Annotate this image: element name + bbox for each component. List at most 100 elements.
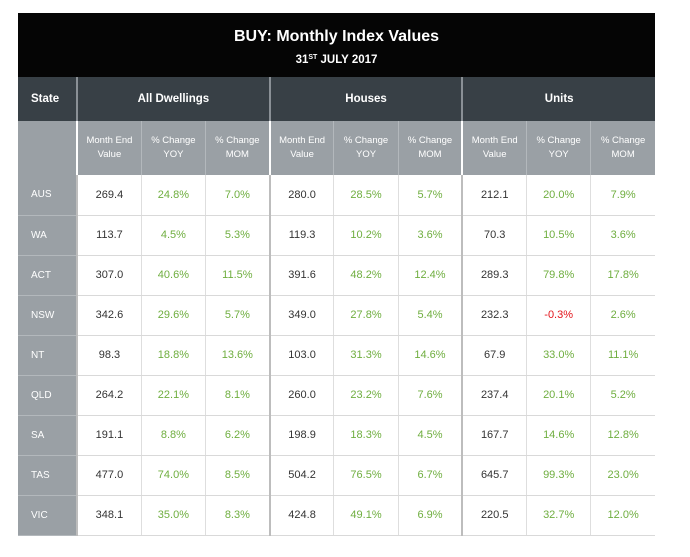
all-dwellings-value-cell: 191.1	[76, 415, 142, 456]
units-mom-cell: 11.1%	[590, 335, 655, 376]
units-yoy-cell: 32.7%	[526, 495, 591, 536]
houses-yoy-cell: 76.5%	[333, 455, 399, 496]
sub-header-change-yoy: % Change YOY	[333, 121, 399, 175]
state-cell: NT	[18, 335, 78, 376]
all-dwellings-mom-cell: 7.0%	[204, 175, 270, 216]
houses-mom-cell: 4.5%	[397, 415, 463, 456]
state-header: State	[31, 93, 60, 105]
all-dwellings-yoy-cell: 40.6%	[140, 255, 206, 296]
all-dwellings-value-cell: 307.0	[76, 255, 142, 296]
state-cell: QLD	[18, 375, 78, 416]
all-dwellings-value-cell: 269.4	[76, 175, 142, 216]
sub-header-month-end-value: Month End Value	[268, 121, 334, 175]
units-value-cell: 67.9	[461, 335, 527, 376]
all-dwellings-yoy-cell: 4.5%	[140, 215, 206, 256]
sub-header-month-end-value: Month End Value	[461, 121, 527, 175]
units-yoy-cell: 20.0%	[526, 175, 591, 216]
table-row: WA 113.7 4.5% 5.3% 119.3 10.2% 3.6% 70.3 10.5% 3.…	[18, 215, 655, 256]
houses-yoy-cell: 27.8%	[333, 295, 399, 336]
date-month-year: JULY 2017	[317, 54, 378, 66]
houses-yoy-cell: 23.2%	[333, 375, 399, 416]
all-dwellings-value-cell: 98.3	[76, 335, 142, 376]
table-row: NT 98.3 18.8% 13.6% 103.0 31.3% 14.6% 67.9 33.0%…	[18, 335, 655, 376]
date-day: 31	[295, 54, 309, 66]
state-cell: AUS	[18, 175, 78, 216]
sub-header-change-mom: % Change MOM	[590, 121, 655, 175]
all-dwellings-mom-cell: 5.3%	[204, 215, 270, 256]
units-mom-cell: 7.9%	[590, 175, 655, 216]
houses-mom-cell: 5.4%	[397, 295, 463, 336]
group-header-row: State All Dwellings Houses Units	[18, 77, 655, 121]
houses-value-cell: 103.0	[268, 335, 334, 376]
all-dwellings-mom-cell: 8.5%	[204, 455, 270, 496]
table-title: BUY: Monthly Index Values	[233, 28, 440, 45]
all-dwellings-yoy-cell: 35.0%	[140, 495, 206, 536]
all-dwellings-yoy-cell: 8.8%	[140, 415, 206, 456]
houses-value-cell: 198.9	[268, 415, 334, 456]
houses-mom-cell: 6.7%	[397, 455, 463, 496]
table-date: 31ST JULY 2017	[18, 50, 655, 68]
houses-yoy-cell: 48.2%	[333, 255, 399, 296]
table-row: QLD 264.2 22.1% 8.1% 260.0 23.2% 7.6% 237.4 20.1…	[18, 375, 655, 416]
units-yoy-cell: 10.5%	[526, 215, 591, 256]
table-row: ACT 307.0 40.6% 11.5% 391.6 48.2% 12.4% 289.3 79…	[18, 255, 655, 296]
all-dwellings-value-cell: 342.6	[76, 295, 142, 336]
state-cell: TAS	[18, 455, 78, 496]
sub-header-blank	[18, 121, 77, 175]
all-dwellings-yoy-cell: 18.8%	[140, 335, 206, 376]
units-mom-cell: 12.8%	[590, 415, 655, 456]
all-dwellings-mom-cell: 13.6%	[204, 335, 270, 376]
units-value-cell: 289.3	[461, 255, 527, 296]
all-dwellings-value-cell: 348.1	[76, 495, 142, 536]
all-dwellings-yoy-cell: 74.0%	[140, 455, 206, 496]
table-row: VIC 348.1 35.0% 8.3% 424.8 49.1% 6.9% 220.5 32.7…	[18, 495, 655, 536]
units-mom-cell: 5.2%	[590, 375, 655, 416]
sub-header-change-yoy: % Change YOY	[526, 121, 591, 175]
houses-mom-cell: 6.9%	[397, 495, 463, 536]
units-mom-cell: 12.0%	[590, 495, 655, 536]
table-row: AUS 269.4 24.8% 7.0% 280.0 28.5% 5.7% 212.1 20.0…	[18, 175, 655, 216]
state-cell: WA	[18, 215, 78, 256]
houses-value-cell: 424.8	[268, 495, 334, 536]
title-bar: BUY: Monthly Index Values 31ST JULY 2017	[18, 13, 655, 77]
all-dwellings-mom-cell: 6.2%	[204, 415, 270, 456]
houses-mom-cell: 14.6%	[397, 335, 463, 376]
sub-header-change-mom: % Change MOM	[397, 121, 463, 175]
all-dwellings-value-cell: 264.2	[76, 375, 142, 416]
units-yoy-cell: 33.0%	[526, 335, 591, 376]
units-value-cell: 212.1	[461, 175, 527, 216]
table-row: NSW 342.6 29.6% 5.7% 349.0 27.8% 5.4% 232.3 -0.3…	[18, 295, 655, 336]
houses-yoy-cell: 49.1%	[333, 495, 399, 536]
table-body: AUS 269.4 24.8% 7.0% 280.0 28.5% 5.7% 212.1 20.0…	[18, 175, 655, 536]
units-yoy-cell: 79.8%	[526, 255, 591, 296]
index-table-panel: BUY: Monthly Index Values 31ST JULY 2017…	[18, 13, 655, 536]
units-yoy-cell: 99.3%	[526, 455, 591, 496]
date-ordinal: ST	[308, 54, 318, 61]
houses-value-cell: 391.6	[268, 255, 334, 296]
houses-yoy-cell: 18.3%	[333, 415, 399, 456]
houses-value-cell: 260.0	[268, 375, 334, 416]
houses-yoy-cell: 28.5%	[333, 175, 399, 216]
all-dwellings-value-cell: 113.7	[76, 215, 142, 256]
houses-mom-cell: 3.6%	[397, 215, 463, 256]
state-cell: NSW	[18, 295, 78, 336]
units-mom-cell: 17.8%	[590, 255, 655, 296]
houses-value-cell: 119.3	[268, 215, 334, 256]
all-dwellings-mom-cell: 8.3%	[204, 495, 270, 536]
houses-mom-cell: 5.7%	[397, 175, 463, 216]
all-dwellings-mom-cell: 8.1%	[204, 375, 270, 416]
group-header-houses: Houses	[268, 77, 463, 121]
units-mom-cell: 2.6%	[590, 295, 655, 336]
houses-mom-cell: 12.4%	[397, 255, 463, 296]
sub-header-month-end-value: Month End Value	[76, 121, 142, 175]
units-value-cell: 220.5	[461, 495, 527, 536]
all-dwellings-mom-cell: 5.7%	[204, 295, 270, 336]
state-cell: SA	[18, 415, 78, 456]
state-cell: ACT	[18, 255, 78, 296]
units-mom-cell: 23.0%	[590, 455, 655, 496]
state-cell: VIC	[18, 495, 78, 536]
units-value-cell: 645.7	[461, 455, 527, 496]
sub-header-change-yoy: % Change YOY	[140, 121, 206, 175]
table-row: TAS 477.0 74.0% 8.5% 504.2 76.5% 6.7% 645.7 99.3…	[18, 455, 655, 496]
units-yoy-cell: 14.6%	[526, 415, 591, 456]
